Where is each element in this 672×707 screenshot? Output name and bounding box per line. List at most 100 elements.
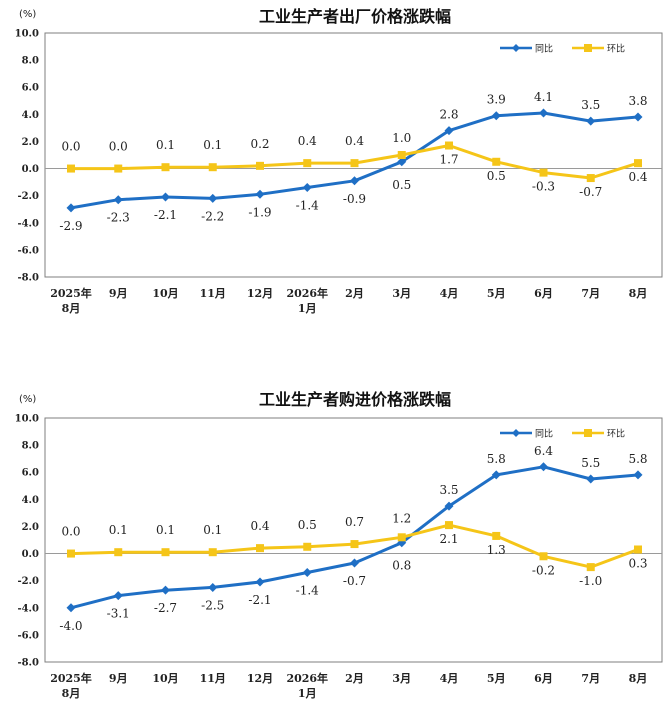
- data-point: [255, 189, 265, 199]
- data-point: [208, 582, 218, 592]
- data-point: [113, 591, 123, 601]
- y-tick-label: 10.0: [15, 29, 39, 40]
- data-label: 0.7: [345, 515, 364, 529]
- data-label: 0.1: [156, 523, 175, 537]
- data-label: -2.3: [107, 211, 130, 225]
- data-label: -2.1: [154, 208, 177, 222]
- x-tick-label: 3月: [392, 287, 411, 300]
- data-point: [208, 163, 217, 172]
- data-point: [161, 163, 170, 172]
- x-tick-label: 12月: [247, 672, 273, 685]
- data-label: -1.9: [248, 205, 271, 219]
- data-point: [113, 195, 123, 205]
- data-label: -2.1: [248, 593, 271, 607]
- data-point: [397, 151, 406, 159]
- data-label: -2.9: [59, 219, 82, 233]
- data-point: [303, 542, 312, 551]
- x-tick-label: 2月: [345, 287, 364, 300]
- x-tick-label: 4月: [440, 672, 459, 685]
- data-point: [586, 116, 596, 126]
- data-label: 0.5: [298, 518, 317, 532]
- y-tick-label: 10.0: [15, 414, 39, 425]
- data-point: [114, 548, 123, 557]
- y-tick-label: -6.0: [17, 245, 39, 256]
- data-label: -2.5: [201, 598, 224, 612]
- data-label: 5.8: [487, 452, 506, 466]
- y-tick-label: -8.0: [17, 658, 39, 669]
- data-label: -1.4: [296, 584, 320, 598]
- data-point: [350, 176, 359, 186]
- y-tick-label: 4.0: [22, 495, 39, 506]
- data-point: [302, 568, 312, 578]
- y-tick-label: 6.0: [22, 468, 39, 479]
- data-point: [586, 563, 595, 572]
- data-point: [539, 552, 548, 561]
- data-point: [350, 558, 359, 568]
- data-point: [67, 549, 75, 558]
- data-label: 0.0: [61, 140, 80, 154]
- data-point: [586, 174, 595, 183]
- x-tick-label: 2026年: [286, 286, 328, 300]
- data-label: 0.5: [392, 178, 411, 192]
- data-label: 1.3: [487, 543, 506, 557]
- data-label: 0.3: [628, 556, 647, 570]
- y-tick-label: 8.0: [22, 441, 39, 452]
- y-tick-label: 2.0: [22, 522, 39, 533]
- y-tick-label: -8.0: [17, 273, 39, 284]
- legend-label: 环比: [607, 43, 625, 55]
- data-label: -4.0: [59, 619, 82, 633]
- data-point: [634, 545, 642, 554]
- data-point: [492, 157, 501, 166]
- x-tick-label: 7月: [581, 672, 600, 685]
- data-label: -0.7: [579, 185, 602, 199]
- data-point: [161, 585, 170, 595]
- data-point: [539, 462, 548, 472]
- y-tick-label: 2.0: [22, 137, 39, 148]
- x-tick-label: 5月: [487, 672, 506, 685]
- x-tick-label: 10月: [152, 287, 178, 300]
- y-tick-label: -4.0: [17, 218, 39, 229]
- data-point: [256, 161, 264, 170]
- x-tick-label: 11月: [200, 287, 226, 300]
- data-point: [586, 474, 596, 484]
- legend-label: 同比: [535, 428, 553, 440]
- x-tick-label: 6月: [534, 672, 553, 685]
- chart-title: 工业生产者出厂价格涨跌幅: [259, 7, 451, 26]
- y-tick-label: 0.0: [22, 164, 39, 175]
- data-point: [445, 521, 453, 530]
- data-point: [491, 111, 501, 121]
- x-tick-label: 5月: [487, 287, 506, 300]
- y-tick-label: -2.0: [17, 191, 39, 202]
- legend-marker: [584, 429, 592, 437]
- plot-frame: [44, 417, 663, 663]
- y-unit-label: (%): [19, 9, 36, 20]
- y-tick-label: -4.0: [17, 603, 39, 614]
- x-tick-label: 2026年: [286, 671, 328, 685]
- x-tick-label: 1月: [298, 687, 317, 700]
- x-tick-label: 12月: [247, 287, 273, 300]
- y-tick-label: -2.0: [17, 576, 39, 587]
- data-label: -1.4: [296, 199, 320, 213]
- plot-frame: [44, 32, 663, 278]
- data-label: 0.2: [250, 137, 269, 151]
- x-tick-label: 2025年: [50, 671, 92, 685]
- legend-label: 环比: [607, 428, 625, 440]
- data-point: [67, 164, 75, 173]
- legend-label: 同比: [535, 43, 553, 55]
- data-label: 0.1: [203, 138, 222, 152]
- data-label: -0.3: [532, 180, 555, 194]
- x-tick-label: 9月: [109, 672, 128, 685]
- data-point: [66, 603, 76, 613]
- data-label: 3.9: [487, 93, 506, 107]
- data-point: [634, 159, 642, 168]
- x-tick-label: 4月: [440, 287, 459, 300]
- chart-title: 工业生产者购进价格涨跌幅: [259, 390, 451, 409]
- x-tick-label: 9月: [109, 287, 128, 300]
- x-tick-label: 8月: [62, 302, 81, 315]
- data-label: 0.1: [109, 523, 128, 537]
- chart-1: 工业生产者出厂价格涨跌幅 (%) 10.0 8.0 6.0 4.0 2.0 0.0 -2.0 -4…: [15, 7, 663, 315]
- chart-2: 工业生产者购进价格涨跌幅 (%) 10.0 8.0 6.0 4.0 2.0 0.0 -2.0 -4…: [15, 390, 663, 700]
- x-tick-label: 6月: [534, 287, 553, 300]
- data-point: [539, 168, 548, 177]
